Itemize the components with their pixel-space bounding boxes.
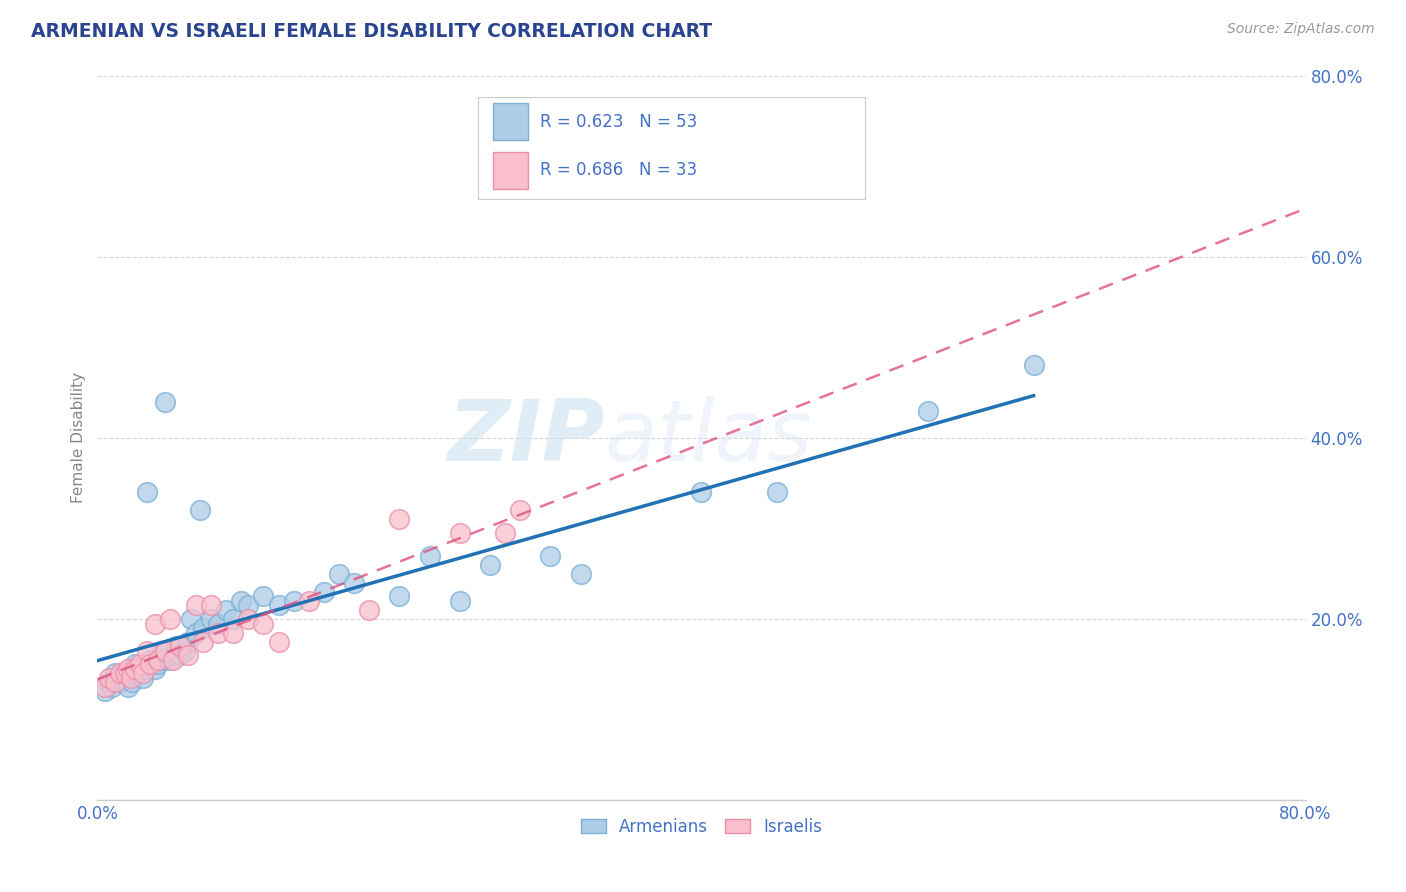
Point [155,644,177,658]
Point [200,612,222,626]
Point [146,657,169,672]
Point [117,680,139,694]
Point [136,644,159,658]
Point [150,644,173,658]
Point [184,599,207,613]
Point [1022,359,1045,373]
Point [101,680,124,694]
Point [143,662,166,676]
Point [222,625,245,640]
Point [238,599,260,613]
Legend: Armenians, Israelis: Armenians, Israelis [572,809,831,844]
Point [94,680,117,694]
Point [159,653,181,667]
Point [108,666,131,681]
Point [328,566,350,581]
Point [238,612,260,626]
Point [267,599,290,613]
Point [917,403,939,417]
Point [388,590,411,604]
Point [108,675,131,690]
Point [207,616,229,631]
Point [131,671,153,685]
Point [766,485,789,500]
Point [94,684,117,698]
Point [128,666,150,681]
Point [124,657,146,672]
Point [359,603,381,617]
Point [174,644,197,658]
Point [177,648,200,663]
Point [169,639,191,653]
Point [155,394,177,409]
Point [114,671,136,685]
Point [283,594,305,608]
Point [188,503,211,517]
Point [509,503,531,517]
Point [162,653,184,667]
Point [494,526,516,541]
Point [343,575,366,590]
Point [162,648,184,663]
Point [479,558,502,572]
Point [120,666,142,681]
Point [98,675,121,690]
Point [419,549,441,563]
Point [159,612,181,626]
Point [98,671,121,685]
Point [131,666,153,681]
Point [538,549,561,563]
Point [149,653,172,667]
Y-axis label: Female Disability: Female Disability [72,372,86,503]
Point [121,675,143,690]
Text: ARMENIAN VS ISRAELI FEMALE DISABILITY CORRELATION CHART: ARMENIAN VS ISRAELI FEMALE DISABILITY CO… [31,22,711,41]
Point [690,485,713,500]
Point [124,662,146,676]
Text: atlas: atlas [605,396,813,479]
Point [207,625,229,640]
Point [222,612,245,626]
Point [169,648,191,663]
Point [124,662,146,676]
Point [388,512,411,526]
Point [200,599,222,613]
Point [114,666,136,681]
Point [139,657,162,672]
Point [104,666,127,681]
Point [191,621,214,635]
Point [136,485,159,500]
Point [165,639,187,653]
Point [252,590,274,604]
Point [312,585,335,599]
Point [146,653,169,667]
Point [177,634,200,648]
Point [184,625,207,640]
Point [252,616,274,631]
Point [449,526,471,541]
Point [128,657,150,672]
Text: ZIP: ZIP [447,396,605,479]
Point [229,594,252,608]
Point [569,566,592,581]
Text: Source: ZipAtlas.com: Source: ZipAtlas.com [1227,22,1375,37]
Point [191,634,214,648]
Point [104,675,127,690]
Point [215,603,238,617]
Point [120,671,142,685]
Point [298,594,321,608]
Point [135,662,157,676]
Point [267,634,290,648]
Point [139,653,162,667]
Point [117,662,139,676]
Point [180,612,202,626]
Point [449,594,471,608]
Point [143,616,166,631]
